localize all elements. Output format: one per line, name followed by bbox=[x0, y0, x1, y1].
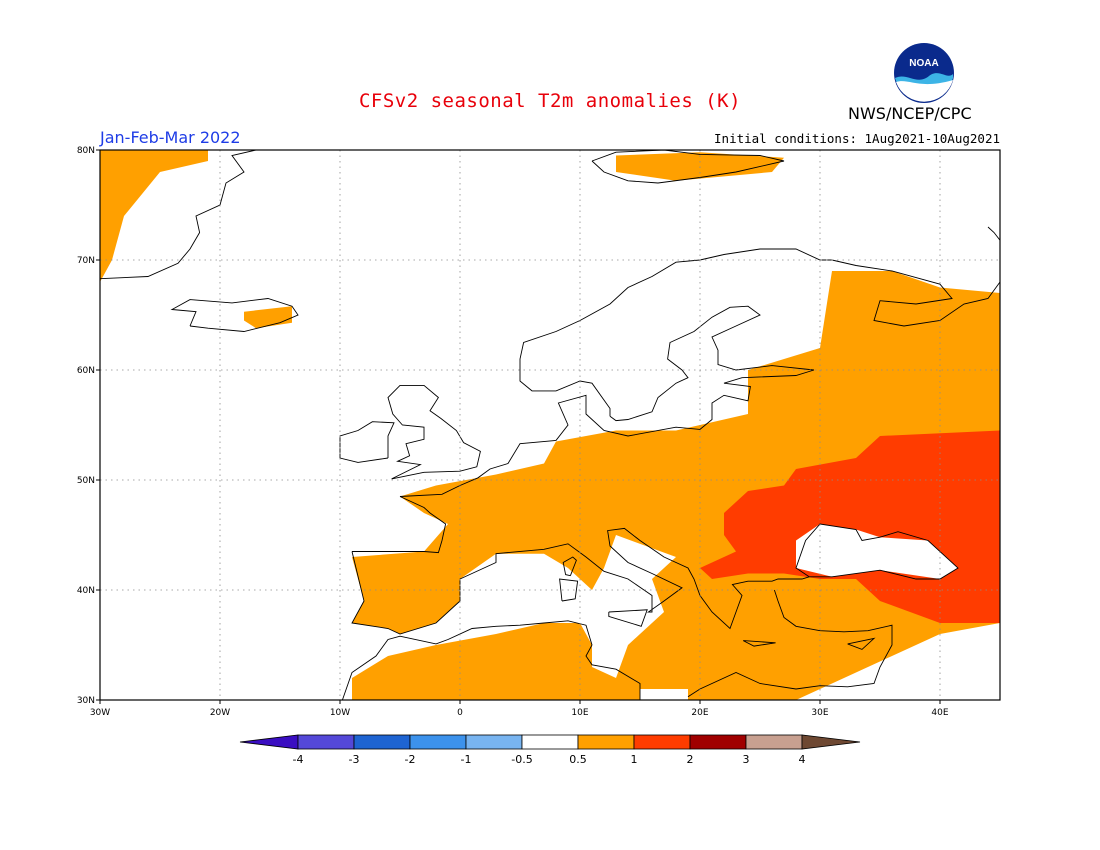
colorbar-tick-label: 1 bbox=[631, 753, 638, 766]
y-tick-label: 40N bbox=[77, 586, 95, 596]
colorbar-tick-label: -1 bbox=[461, 753, 472, 766]
x-tick-label: 10W bbox=[330, 708, 350, 718]
anomaly-region-iberia-france-med bbox=[352, 271, 1000, 700]
colorbar-bin bbox=[801, 734, 861, 750]
coastline-14 bbox=[562, 556, 577, 577]
x-tick-label: 20W bbox=[210, 708, 230, 718]
coastline-4 bbox=[352, 496, 447, 554]
colorbar-bin bbox=[353, 734, 411, 750]
agency-label: NWS/NCEP/CPC bbox=[848, 104, 972, 123]
coastline-2 bbox=[687, 589, 893, 698]
coastline-16 bbox=[608, 609, 648, 627]
x-tick-label: 40E bbox=[931, 708, 948, 718]
coastline-15 bbox=[559, 578, 579, 602]
colorbar-bin bbox=[577, 734, 635, 750]
neutral-region-british-isles bbox=[340, 384, 484, 480]
y-tick-label: 30N bbox=[77, 696, 95, 706]
anomaly-region-greenland-east bbox=[100, 150, 208, 282]
colorbar-bin bbox=[521, 734, 579, 750]
colorbar-tick-label: 3 bbox=[743, 753, 750, 766]
colorbar-bin bbox=[745, 734, 803, 750]
coastline-7 bbox=[609, 305, 815, 422]
anomaly-region-iceland-east bbox=[244, 306, 292, 329]
period-label: Jan-Feb-Mar 2022 bbox=[100, 128, 241, 147]
colorbar-bin bbox=[239, 734, 299, 750]
colorbar-bin bbox=[409, 734, 467, 750]
colorbar-tick-label: -3 bbox=[349, 753, 360, 766]
colorbar-tick-label: -4 bbox=[293, 753, 304, 766]
map-title: CFSv2 seasonal T2m anomalies (K) bbox=[358, 90, 742, 112]
coastline-8 bbox=[387, 384, 481, 480]
colorbar-tick-label: -0.5 bbox=[511, 753, 532, 766]
coastline-18 bbox=[847, 637, 876, 650]
lat-lon-grid bbox=[100, 150, 1000, 700]
y-tick-label: 80N bbox=[77, 146, 95, 156]
colorbar-bin bbox=[465, 734, 523, 750]
x-tick-label: 10E bbox=[571, 708, 588, 718]
colorbar-tick-label: 0.5 bbox=[569, 753, 587, 766]
coastline-10 bbox=[170, 298, 299, 332]
coastline-17 bbox=[742, 640, 776, 647]
colorbar-bin bbox=[633, 734, 691, 750]
neutral-region-fennoscandia-north bbox=[520, 249, 832, 392]
colorbar-bin bbox=[689, 734, 747, 750]
y-tick-label: 50N bbox=[77, 476, 95, 486]
coastline-13 bbox=[987, 226, 1000, 241]
anomaly-fills bbox=[100, 150, 1000, 700]
y-tick-label: 60N bbox=[77, 366, 95, 376]
coastline-3 bbox=[341, 620, 641, 700]
x-tick-label: 30W bbox=[90, 708, 110, 718]
logo-text: NOAA bbox=[909, 58, 938, 69]
colorbar: -4 -3 -2 -1 -0.5 0.5 1 2 3 4 bbox=[239, 734, 861, 766]
map-frame bbox=[99, 149, 1001, 701]
initial-conditions-label: Initial conditions: 1Aug2021-10Aug2021 bbox=[714, 131, 1000, 146]
neutral-region-black-sea bbox=[796, 524, 958, 579]
coastline-9 bbox=[339, 421, 395, 463]
x-tick-label: 20E bbox=[691, 708, 708, 718]
axis-ticks: 30W 20W 10W 0 10E 20E 30E 40E 30N 40N 50N 60N 70N 80N bbox=[77, 146, 949, 718]
colorbar-tick-label: 2 bbox=[687, 753, 694, 766]
colorbar-tick-label: 4 bbox=[799, 753, 806, 766]
colorbar-tick-label: -2 bbox=[405, 753, 416, 766]
y-tick-label: 70N bbox=[77, 256, 95, 266]
x-tick-label: 30E bbox=[811, 708, 828, 718]
x-tick-label: 0 bbox=[457, 708, 463, 718]
coastline-6 bbox=[519, 248, 1000, 417]
colorbar-bin bbox=[297, 734, 355, 750]
coastline-5 bbox=[399, 369, 815, 497]
noaa-logo: NOAA bbox=[893, 42, 955, 104]
anomaly-region-north-africa bbox=[352, 623, 640, 700]
coastline-1 bbox=[795, 523, 959, 580]
coastline-11 bbox=[100, 150, 257, 280]
